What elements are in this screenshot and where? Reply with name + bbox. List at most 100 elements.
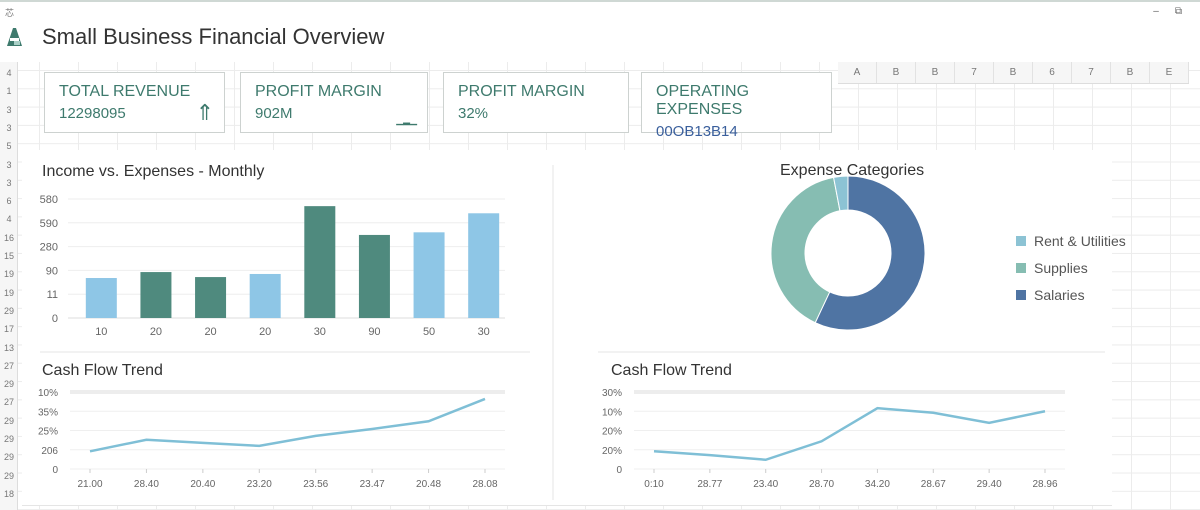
cashflow-2-x-tick: 29.40 <box>977 479 1002 490</box>
row-number[interactable]: 29 <box>3 434 14 444</box>
donut-chart-title: Expense Categories <box>780 162 925 179</box>
row-number[interactable]: 16 <box>3 232 14 243</box>
column-header[interactable]: B <box>1111 62 1150 83</box>
bar-x-tick: 20 <box>150 326 162 338</box>
column-header[interactable]: 7 <box>955 62 994 83</box>
kpi-card-profit-margin[interactable]: PROFIT MARGIN 902M ▁▂▁ <box>240 72 428 133</box>
kpi-label: PROFIT MARGIN <box>458 83 585 100</box>
row-headers: 4 1 3 3 5 3 3 6 4 16 15 19 19 29 17 13 27 29 27 29 29 29 29 18 <box>0 62 18 510</box>
cashflow-2-y-tick: 20% <box>602 446 622 457</box>
row-number[interactable]: 29 <box>3 415 14 426</box>
kpi-card-profit-margin-2[interactable]: PROFIT MARGIN 32% <box>443 72 629 133</box>
kpi-card-operating-expenses[interactable]: OPERATING EXPENSES 00OB13B14 <box>641 72 832 140</box>
row-number[interactable]: 3 <box>6 159 12 170</box>
arrow-up-icon: ⇑ <box>195 100 214 125</box>
row-number[interactable]: 3 <box>6 122 12 133</box>
row-number[interactable]: 4 <box>6 68 12 78</box>
row-number[interactable]: 19 <box>3 287 14 298</box>
row-number[interactable]: 4 <box>6 214 12 225</box>
bar-x-tick: 50 <box>423 326 435 338</box>
legend-item-rent[interactable]: Rent & Utilities <box>1016 227 1126 254</box>
row-number[interactable]: 3 <box>6 104 12 115</box>
row-number[interactable]: 29 <box>3 379 14 390</box>
cashflow-1-x-tick: 23.20 <box>247 479 272 490</box>
bar <box>195 277 227 318</box>
cashflow-2-x-tick: 34.20 <box>865 479 890 490</box>
row-number[interactable]: 29 <box>3 452 14 463</box>
row-number[interactable]: 3 <box>6 177 12 188</box>
bar-x-tick: 10 <box>95 326 107 338</box>
row-number[interactable]: 17 <box>3 324 14 335</box>
window-controls: – ⧉ <box>1153 6 1182 17</box>
column-header[interactable]: B <box>877 62 916 83</box>
row-number[interactable]: 29 <box>3 470 14 481</box>
cashflow-2-y-tick: 0 <box>616 465 622 476</box>
kpi-card-total-revenue[interactable]: TOTAL REVENUE 12298095 ⇑ <box>44 72 225 133</box>
bar-x-tick: 20 <box>259 326 271 338</box>
column-header[interactable]: E <box>1150 62 1189 83</box>
kpi-value: 32% <box>458 105 489 122</box>
cashflow-1-y-tick: 25% <box>38 427 58 438</box>
cashflow-2-x-tick: 28.96 <box>1032 479 1057 490</box>
legend-item-supplies[interactable]: Supplies <box>1016 254 1126 281</box>
window-top-border <box>0 0 1200 2</box>
bar <box>85 278 117 318</box>
row-number[interactable]: 27 <box>3 360 14 371</box>
row-number[interactable]: 1 <box>6 86 12 97</box>
kpi-value: 00OB13B14 <box>656 123 738 140</box>
kpi-label: TOTAL REVENUE <box>59 83 191 100</box>
cashflow-2-y-tick: 20% <box>602 427 622 438</box>
cashflow-1-y-tick: 206 <box>41 446 58 457</box>
legend-swatch <box>1016 235 1026 246</box>
cashflow-1-x-tick: 23.56 <box>303 479 328 490</box>
restore-button[interactable]: ⧉ <box>1174 6 1182 17</box>
minimize-button[interactable]: – <box>1153 6 1159 17</box>
donut-slice <box>832 175 849 212</box>
kpi-label: OPERATING EXPENSES <box>656 83 750 118</box>
bar-x-tick: 30 <box>478 326 490 338</box>
kpi-value: 902M <box>255 105 293 122</box>
column-header[interactable]: 7 <box>1072 62 1111 83</box>
line-chart-2-title: Cash Flow Trend <box>611 362 732 379</box>
cashflow-2-series <box>653 406 1046 462</box>
legend-swatch <box>1016 289 1026 300</box>
column-header[interactable]: 6 <box>1033 62 1072 83</box>
legend-item-salaries[interactable]: Salaries <box>1016 281 1126 308</box>
bar-chart-title: Income vs. Expenses - Monthly <box>42 163 265 180</box>
row-number[interactable]: 27 <box>3 397 14 408</box>
cashflow-1-y-tick: 35% <box>38 407 58 418</box>
cashflow-1-x-tick: 28.40 <box>134 479 159 490</box>
row-number[interactable]: 19 <box>3 269 14 280</box>
cashflow-1-x-tick: 20.48 <box>416 479 441 490</box>
bar-y-tick: 11 <box>47 289 58 301</box>
row-number[interactable]: 6 <box>6 196 12 207</box>
cashflow-2-x-tick: 0:10 <box>644 479 664 490</box>
cashflow-1-y-tick: 10% <box>38 388 58 399</box>
cashflow-1-x-tick: 23.47 <box>360 479 385 490</box>
column-header[interactable]: B <box>916 62 955 83</box>
row-number[interactable]: 18 <box>3 488 14 499</box>
donut-legend: Rent & Utilities Supplies Salaries <box>1016 227 1126 308</box>
row-number[interactable]: 29 <box>3 305 14 316</box>
charts-panel <box>22 150 1112 506</box>
cashflow-1-series <box>89 397 486 453</box>
bar-y-tick: 0 <box>52 313 58 325</box>
cashflow-1-x-tick: 21.00 <box>77 479 102 490</box>
row-number[interactable]: 13 <box>3 342 14 353</box>
row-number[interactable]: 5 <box>6 141 12 152</box>
column-header[interactable]: B <box>994 62 1033 83</box>
column-header[interactable]: A <box>838 62 877 83</box>
bar <box>358 234 390 318</box>
cashflow-1-y-tick: 0 <box>52 465 58 476</box>
bar <box>304 206 336 318</box>
bar <box>413 232 445 318</box>
bar <box>468 213 500 318</box>
cashflow-1-x-tick: 28.08 <box>472 479 497 490</box>
title-bar: 芯 – ⧉ Small Business Financial Overview <box>0 2 1200 60</box>
bar-y-tick: 580 <box>40 194 58 206</box>
bar-x-tick: 20 <box>204 326 216 338</box>
row-number[interactable]: 15 <box>3 251 14 261</box>
bar <box>140 272 172 318</box>
